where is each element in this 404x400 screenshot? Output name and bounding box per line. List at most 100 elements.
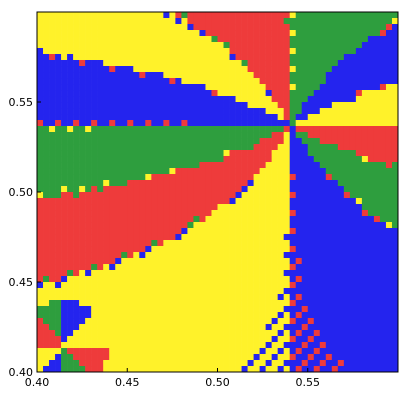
heatmap-cell [181, 54, 188, 61]
heatmap-cell [55, 54, 62, 61]
heatmap-cell [91, 174, 98, 181]
heatmap-cell [43, 96, 50, 103]
heatmap-cell [367, 12, 375, 19]
heatmap-cell [223, 168, 230, 175]
heatmap-cell [145, 48, 152, 55]
heatmap-cell [379, 114, 387, 121]
heatmap-cell [37, 222, 44, 229]
heatmap-cell [193, 126, 200, 133]
heatmap-cell [241, 192, 248, 199]
heatmap-cell [385, 48, 393, 55]
heatmap-cell [115, 210, 122, 217]
heatmap-cell [151, 66, 158, 73]
heatmap-cell [199, 270, 206, 277]
heatmap-cell [163, 162, 170, 169]
heatmap-cell [289, 12, 297, 19]
heatmap-cell [133, 228, 140, 235]
heatmap-cell [145, 30, 152, 37]
heatmap-cell [271, 318, 278, 325]
heatmap-cell [61, 66, 68, 73]
heatmap-cell [271, 96, 278, 103]
heatmap-cell [187, 174, 194, 181]
heatmap-cell [79, 186, 86, 193]
heatmap-cell [223, 366, 230, 373]
heatmap-cell [325, 258, 333, 265]
heatmap-cell [259, 54, 266, 61]
heatmap-cell [103, 228, 110, 235]
heatmap-cell [229, 168, 236, 175]
heatmap-cell [67, 144, 74, 151]
heatmap-cell [217, 156, 224, 163]
heatmap-cell [301, 330, 309, 337]
heatmap-cell [127, 78, 134, 85]
heatmap-cell [259, 168, 266, 175]
heatmap-cell [301, 48, 309, 55]
heatmap-cell [199, 324, 206, 331]
heatmap-cell [361, 174, 369, 181]
heatmap-cell [253, 120, 260, 127]
heatmap-cell [259, 252, 266, 259]
heatmap-cell [91, 156, 98, 163]
heatmap-cell [295, 72, 303, 79]
heatmap-cell [103, 210, 110, 217]
heatmap-cell [265, 342, 272, 349]
heatmap-cell [121, 216, 128, 223]
heatmap-cell [253, 318, 260, 325]
heatmap-cell [139, 54, 146, 61]
heatmap-cell [55, 330, 62, 337]
heatmap-cell [259, 264, 266, 271]
heatmap-cell [361, 258, 369, 265]
heatmap-cell [205, 228, 212, 235]
heatmap-cell [301, 54, 309, 61]
heatmap-cell [229, 342, 236, 349]
heatmap-cell [103, 132, 110, 139]
heatmap-cell [325, 306, 333, 313]
heatmap-cell [235, 54, 242, 61]
heatmap-cell [265, 294, 272, 301]
heatmap-cell [199, 36, 206, 43]
heatmap-cell [229, 210, 236, 217]
heatmap-cell [241, 360, 248, 367]
heatmap-cell [157, 234, 164, 241]
heatmap-cell [91, 114, 98, 121]
heatmap-cell [211, 366, 218, 373]
heatmap-cell [217, 222, 224, 229]
heatmap-cell [67, 360, 74, 367]
heatmap-cell [325, 294, 333, 301]
heatmap-cell [301, 312, 309, 319]
heatmap-cell [337, 12, 345, 19]
heatmap-cell [313, 84, 321, 91]
heatmap-cell [259, 258, 266, 265]
heatmap-cell [211, 48, 218, 55]
heatmap-cell [193, 114, 200, 121]
heatmap-cell [331, 156, 339, 163]
heatmap-cell [361, 66, 369, 73]
heatmap-cell [259, 186, 266, 193]
heatmap-cell [73, 300, 80, 307]
heatmap-cell [55, 342, 62, 349]
heatmap-cell [319, 24, 327, 31]
heatmap-cell [349, 198, 357, 205]
heatmap-cell [169, 294, 176, 301]
heatmap-cell [61, 108, 68, 115]
heatmap-cell [169, 360, 176, 367]
heatmap-cell [283, 78, 290, 85]
heatmap-cell [361, 48, 369, 55]
heatmap-cell [97, 258, 104, 265]
heatmap-cell [319, 354, 327, 361]
heatmap-cell [337, 354, 345, 361]
heatmap-cell [325, 360, 333, 367]
heatmap-cell [283, 42, 290, 49]
heatmap-cell [331, 66, 339, 73]
heatmap-cell [127, 48, 134, 55]
heatmap-cell [55, 156, 62, 163]
heatmap-cell [97, 66, 104, 73]
heatmap-cell [301, 102, 309, 109]
heatmap-cell [289, 144, 297, 151]
heatmap-cell [145, 72, 152, 79]
heatmap-cell [271, 222, 278, 229]
heatmap-cell [199, 312, 206, 319]
heatmap-cell [259, 222, 266, 229]
heatmap-cell [223, 342, 230, 349]
heatmap-cell [133, 36, 140, 43]
